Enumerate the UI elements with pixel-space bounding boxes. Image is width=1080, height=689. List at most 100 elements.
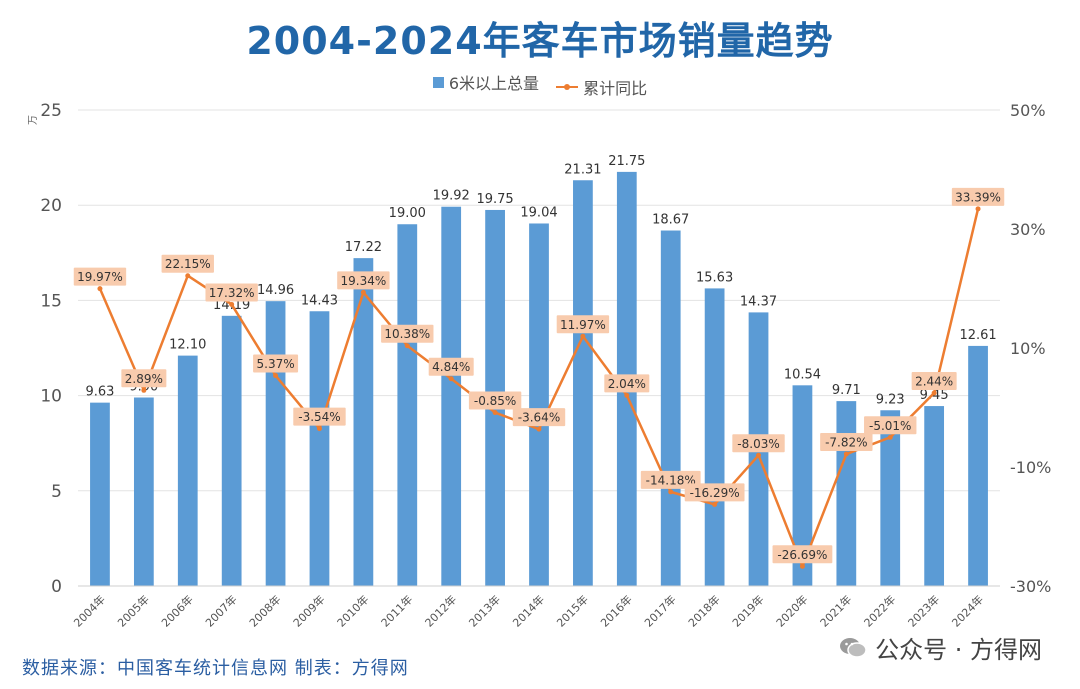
bar-2021年[interactable]	[836, 401, 857, 586]
bar-2022年[interactable]	[880, 410, 901, 586]
yoy-point-2023年[interactable]	[931, 390, 937, 396]
yoy-value-label: 2.89%	[125, 372, 163, 386]
legend-item-line[interactable]: 累计同比	[556, 75, 647, 99]
yoy-point-2008年[interactable]	[273, 373, 279, 379]
bar-2005年[interactable]	[133, 397, 154, 586]
yoy-value-label: -3.54%	[298, 410, 340, 424]
yoy-point-2018年[interactable]	[712, 501, 718, 507]
bar-value-label: 15.63	[696, 270, 733, 285]
bar-data-labels: 9.639.9012.1014.1914.9614.4317.2219.0019…	[85, 154, 996, 407]
yoy-point-2017年[interactable]	[668, 489, 674, 495]
x-axis-tick-label: 2023年	[905, 592, 942, 629]
yoy-value-label: 33.39%	[955, 190, 1001, 204]
bar-value-label: 9.71	[832, 383, 861, 398]
yoy-value-label: -14.18%	[646, 473, 696, 487]
chart-legend: 6米以上总量 累计同比	[0, 70, 1080, 99]
left-axis-tick-label: 15	[40, 291, 62, 311]
right-axis-tick-label: 50%	[1010, 101, 1046, 120]
bar-value-label: 19.04	[520, 205, 557, 220]
yoy-point-2005年[interactable]	[141, 387, 147, 393]
yoy-point-2006年[interactable]	[185, 273, 191, 279]
bar-value-label: 18.67	[652, 213, 689, 228]
data-source-note: 数据来源：中国客车统计信息网 制表：方得网	[22, 658, 409, 679]
x-axis-tick-label: 2009年	[290, 592, 327, 629]
yoy-label-box	[253, 354, 299, 373]
bar-value-label: 14.43	[301, 293, 338, 308]
yoy-point-2016年[interactable]	[624, 392, 630, 398]
yoy-point-2010年[interactable]	[360, 289, 366, 295]
right-axis-tick-label: 30%	[1010, 220, 1046, 239]
yoy-label-box	[428, 357, 474, 376]
yoy-value-label: 19.34%	[340, 274, 386, 288]
yoy-value-label: 5.37%	[257, 357, 295, 371]
yoy-label-box	[820, 433, 873, 452]
yoy-point-2020年[interactable]	[799, 563, 805, 569]
yoy-point-2013年[interactable]	[492, 410, 498, 416]
yoy-value-label: 2.04%	[608, 377, 646, 391]
bar-2009年[interactable]	[309, 311, 330, 586]
left-axis-tick-label: 10	[40, 387, 62, 407]
yoy-point-2014年[interactable]	[536, 426, 542, 432]
bar-series	[90, 171, 988, 587]
watermark-text: 公众号 · 方得网	[875, 636, 1042, 664]
legend-line-label: 累计同比	[583, 78, 648, 98]
legend-item-bar[interactable]: 6米以上总量	[432, 70, 539, 94]
yoy-point-2007年[interactable]	[229, 301, 235, 307]
left-axis-tick-label: 0	[51, 577, 62, 597]
yoy-label-box	[556, 315, 610, 334]
x-axis-tick-label: 2008年	[246, 592, 283, 629]
bar-2018年[interactable]	[704, 288, 725, 586]
bar-2006年[interactable]	[177, 355, 198, 586]
x-axis-tick-label: 2004年	[71, 592, 108, 629]
yoy-point-2009年[interactable]	[316, 426, 322, 432]
bar-2024年[interactable]	[968, 345, 988, 586]
yoy-label-box	[604, 374, 650, 393]
bar-value-label: 10.54	[784, 367, 821, 382]
bar-2014年[interactable]	[529, 223, 549, 586]
yoy-value-label: 17.32%	[209, 286, 255, 300]
bar-2010年[interactable]	[353, 258, 374, 586]
x-axis-tick-label: 2012年	[422, 592, 459, 629]
yoy-point-2022年[interactable]	[887, 434, 893, 440]
bar-value-label: 19.92	[433, 189, 470, 204]
right-axis-tick-label: 10%	[1010, 339, 1046, 358]
yoy-point-2021年[interactable]	[843, 451, 849, 457]
bar-2015年[interactable]	[573, 180, 593, 586]
yoy-label-box	[381, 324, 434, 343]
yoy-point-2015年[interactable]	[580, 333, 586, 339]
x-axis-tick-label: 2016年	[597, 592, 634, 629]
yoy-point-2012年[interactable]	[448, 376, 454, 382]
line-series	[97, 206, 981, 569]
yoy-value-label: -8.03%	[737, 437, 779, 451]
watermark: 公众号 · 方得网	[839, 630, 1042, 665]
x-axis-tick-label: 2006年	[158, 592, 195, 629]
x-axis-tick-label: 2014年	[510, 592, 547, 629]
bar-2020年[interactable]	[792, 385, 813, 586]
x-axis-tick-label: 2022年	[861, 592, 898, 629]
bar-value-label: 12.61	[959, 328, 996, 343]
bar-2004年[interactable]	[90, 402, 110, 586]
bar-2012年[interactable]	[441, 206, 462, 586]
yoy-value-label: 11.97%	[560, 318, 606, 332]
bar-value-label: 17.22	[345, 240, 382, 255]
yoy-label-box	[772, 545, 833, 564]
legend-bar-swatch-icon	[432, 76, 444, 88]
bar-2011年[interactable]	[397, 224, 418, 587]
yoy-point-2024年[interactable]	[975, 206, 981, 212]
yoy-point-2019年[interactable]	[756, 452, 762, 458]
bar-2017年[interactable]	[660, 230, 681, 586]
yoy-point-2004年[interactable]	[97, 286, 103, 292]
right-axis-tick-label: -10%	[1010, 458, 1051, 477]
yoy-label-box	[911, 371, 957, 390]
yoy-value-label: -7.82%	[825, 436, 867, 450]
bar-2007年[interactable]	[221, 315, 242, 586]
wechat-icon	[840, 637, 867, 658]
bar-2023年[interactable]	[924, 406, 945, 586]
left-axis-tick-label: 25	[40, 101, 62, 121]
yoy-label-box	[864, 416, 917, 435]
x-axis-tick-label: 2021年	[817, 592, 854, 629]
yoy-point-2011年[interactable]	[404, 343, 410, 349]
bar-2008年[interactable]	[265, 301, 286, 586]
yoy-value-label: -26.69%	[777, 548, 827, 562]
